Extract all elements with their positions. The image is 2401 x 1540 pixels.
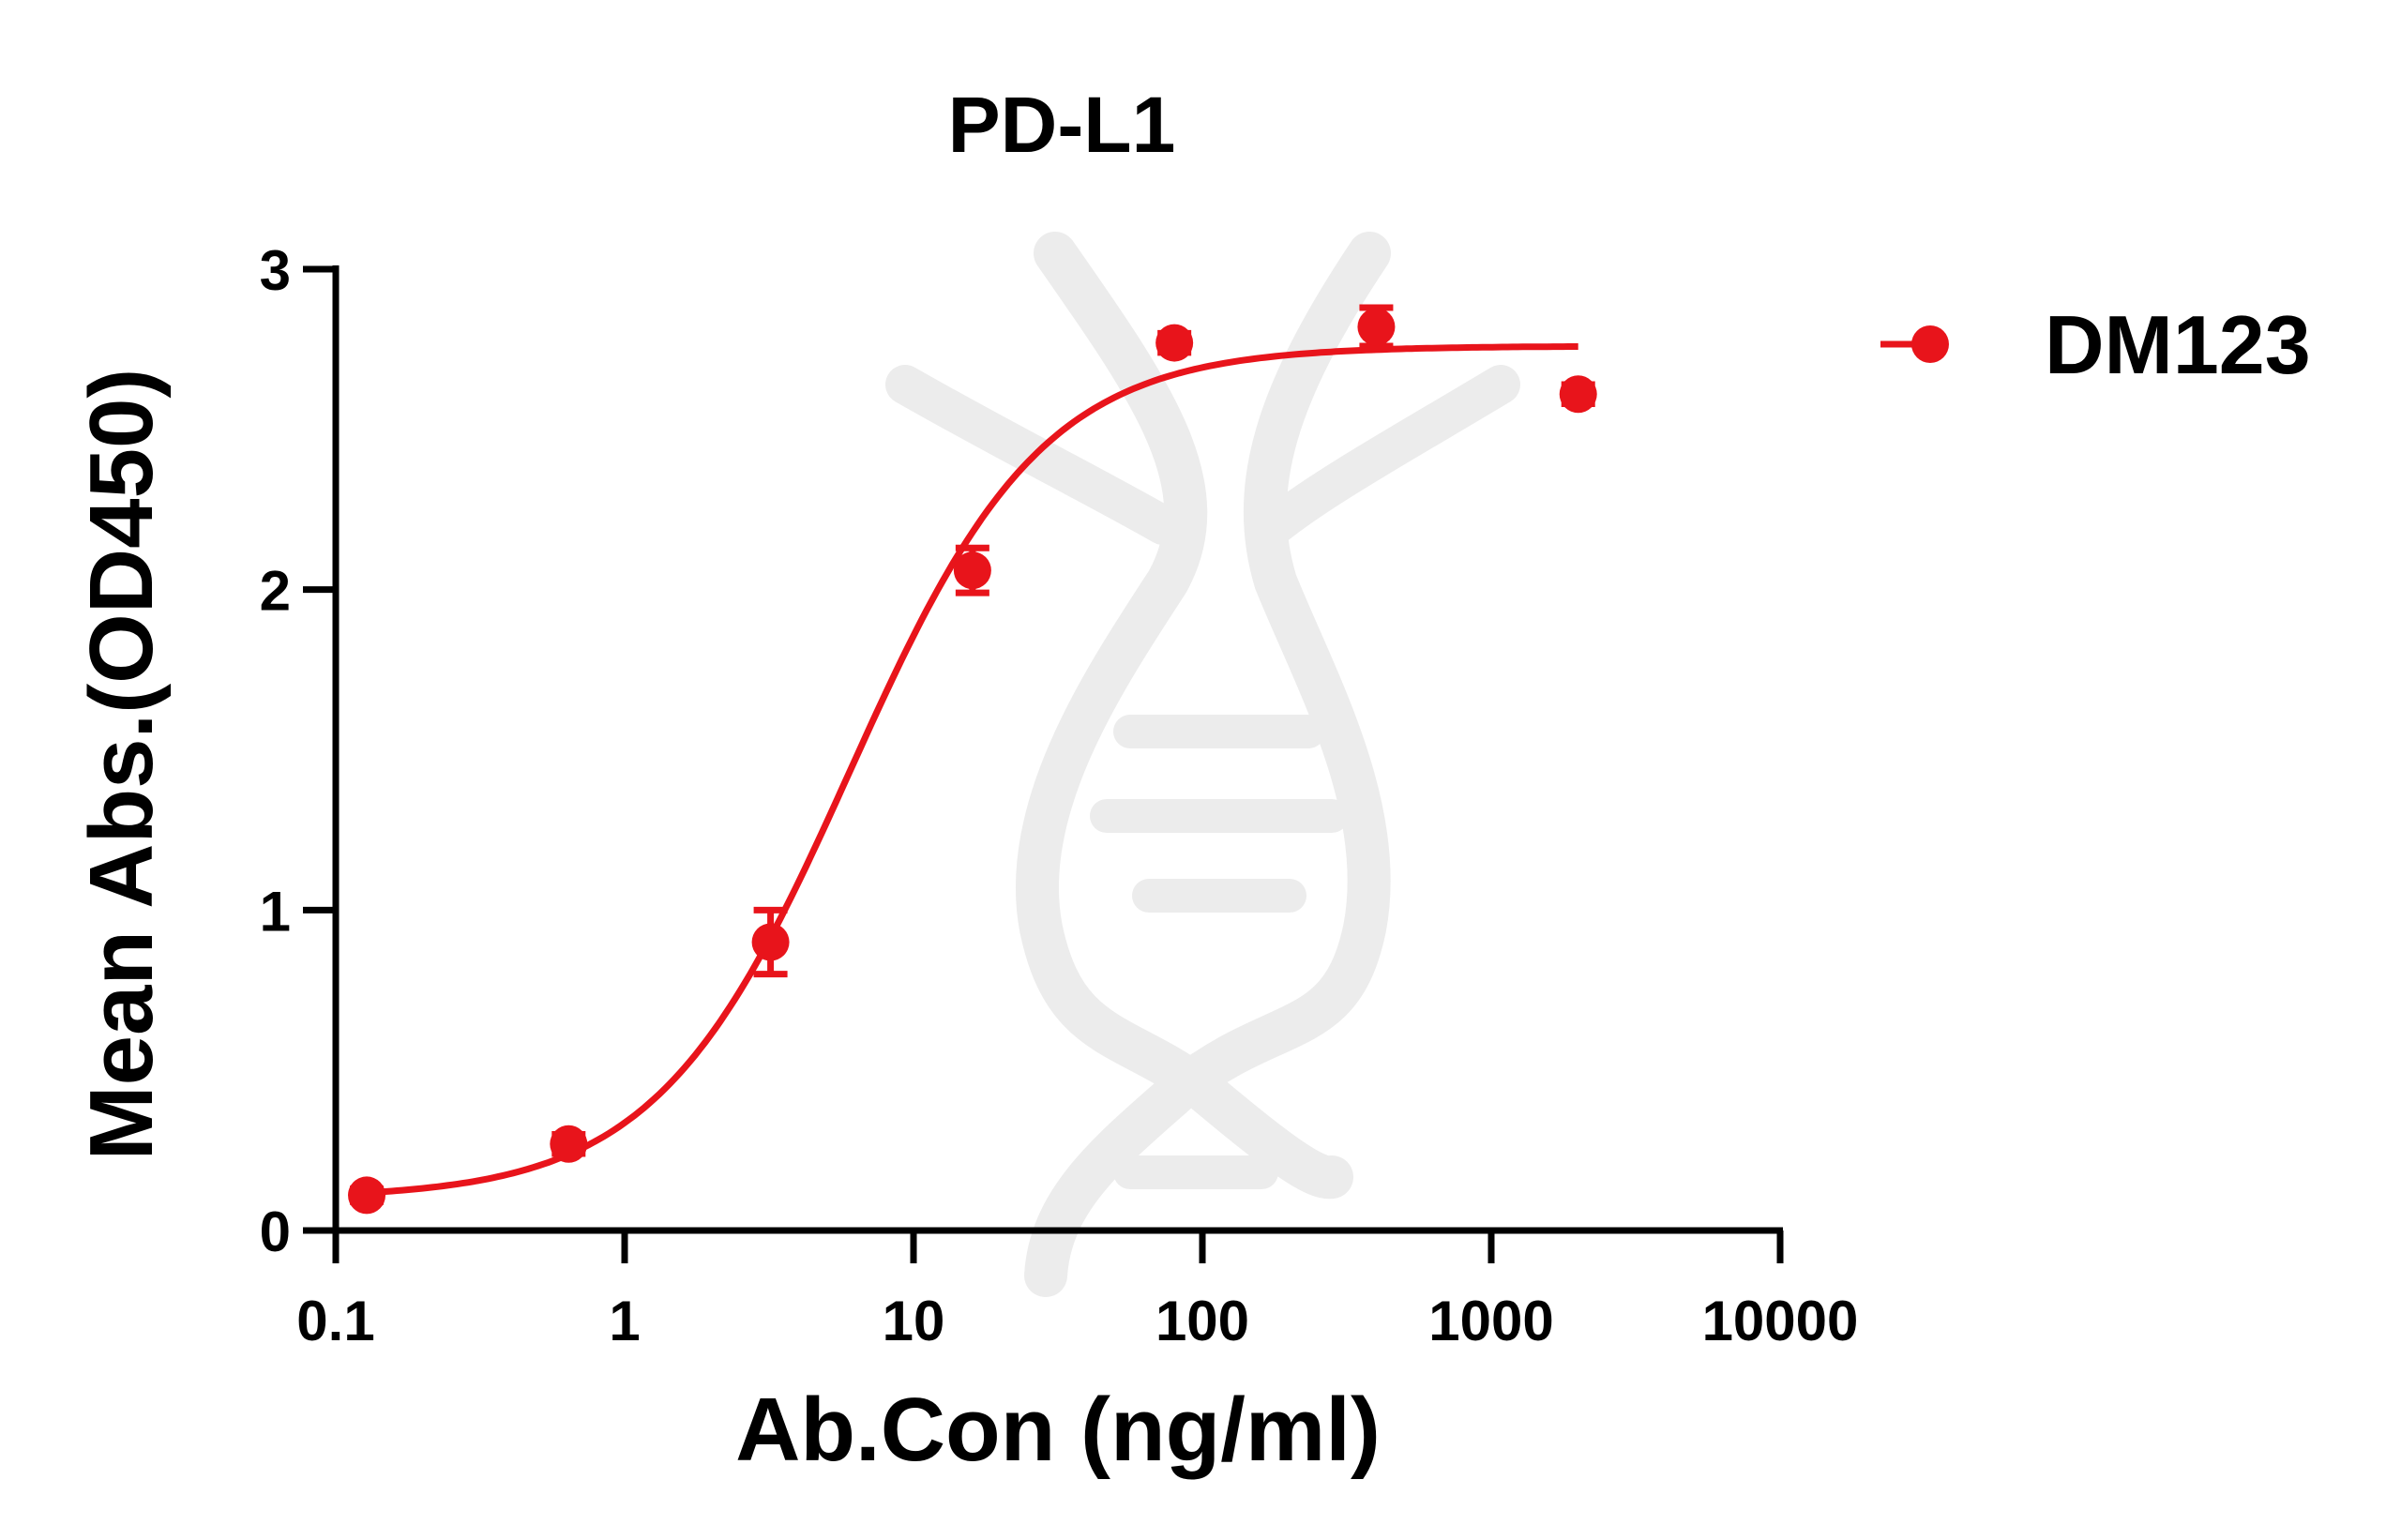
y-axis-title: Mean Abs.(OD450) <box>71 369 172 1161</box>
axes <box>332 265 1783 1234</box>
x-tick-label: 1 <box>609 1290 640 1352</box>
dna-helix-icon <box>885 232 1520 1297</box>
y-tick-label: 1 <box>260 880 291 943</box>
legend: DM123 <box>1880 298 2311 391</box>
x-tick-label: 1000 <box>1428 1290 1553 1352</box>
data-point <box>550 1125 588 1163</box>
y-axis-ticks: 0 1 2 3 <box>260 239 336 1263</box>
x-axis-ticks: 0.1 1 10 100 1000 10000 <box>296 1230 1858 1352</box>
x-tick-label: 10 <box>883 1290 945 1352</box>
data-point <box>953 551 991 590</box>
y-tick-label: 2 <box>260 560 291 623</box>
data-point <box>348 1176 386 1215</box>
x-tick-label: 10000 <box>1702 1290 1859 1352</box>
y-tick-label: 3 <box>260 239 291 302</box>
data-point <box>1559 375 1597 414</box>
data-point <box>1357 308 1396 346</box>
legend-label: DM123 <box>2045 298 2311 391</box>
x-axis-title: Ab.Con (ng/ml) <box>735 1380 1381 1480</box>
data-points-group <box>348 304 1597 1215</box>
y-tick-label: 0 <box>260 1200 291 1263</box>
data-point <box>751 923 790 961</box>
chart-title: PD-L1 <box>948 81 1176 169</box>
x-tick-label: 0.1 <box>296 1290 374 1352</box>
x-tick-label: 100 <box>1155 1290 1249 1352</box>
legend-marker <box>1911 325 1949 363</box>
fit-curve-group <box>366 343 1578 1197</box>
data-point <box>1155 324 1194 362</box>
fit-curve <box>366 343 1578 1197</box>
